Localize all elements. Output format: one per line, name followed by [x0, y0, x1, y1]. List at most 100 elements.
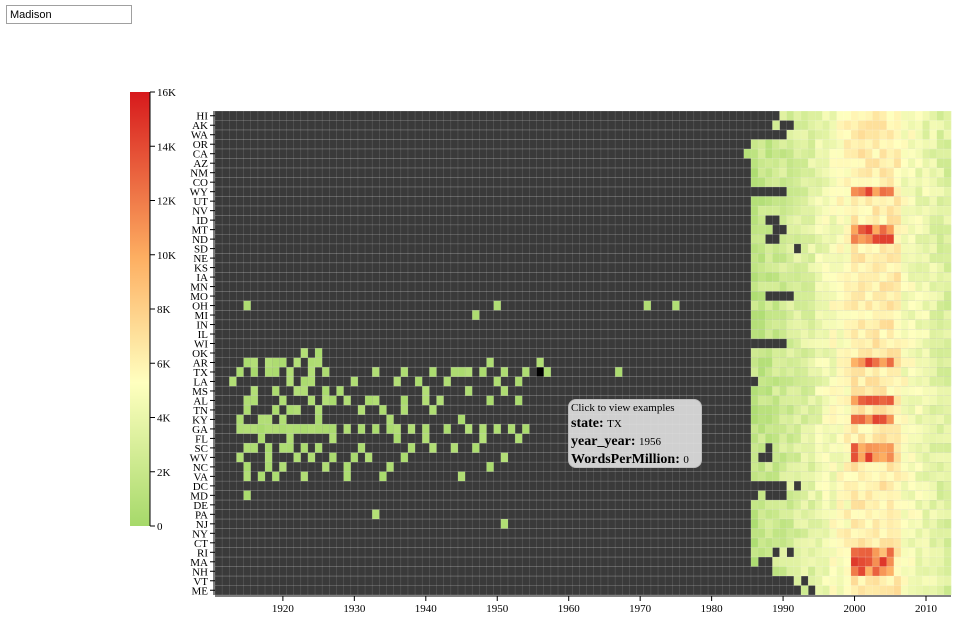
heat-cell[interactable] [822, 262, 830, 273]
heat-cell[interactable] [808, 167, 816, 178]
heat-cell[interactable] [886, 405, 895, 415]
heat-cell[interactable] [800, 234, 809, 244]
heat-cell[interactable] [779, 547, 787, 558]
heat-cell[interactable] [936, 452, 945, 463]
heat-cell[interactable] [772, 405, 780, 415]
heat-cell[interactable] [843, 243, 852, 254]
heat-cell[interactable] [772, 357, 780, 368]
heat-cell[interactable] [843, 538, 852, 548]
heat-cell[interactable] [943, 490, 952, 501]
heat-cell[interactable] [850, 196, 859, 206]
heat-cell[interactable] [929, 519, 938, 529]
heat-cell[interactable] [865, 395, 873, 406]
heat-cell[interactable] [879, 585, 887, 595]
heat-cell[interactable] [858, 528, 866, 539]
heat-cell[interactable] [493, 300, 501, 311]
heat-cell[interactable] [822, 167, 830, 178]
heat-cell[interactable] [922, 281, 930, 292]
heat-cell[interactable] [879, 433, 887, 444]
heat-cell[interactable] [836, 167, 845, 178]
heat-cell[interactable] [772, 471, 780, 482]
heat-cell[interactable] [929, 234, 938, 244]
heat-cell[interactable] [758, 386, 766, 396]
heat-cell[interactable] [793, 272, 802, 282]
heat-cell[interactable] [915, 319, 923, 330]
heat-cell[interactable] [908, 509, 916, 520]
heat-cell[interactable] [908, 424, 916, 434]
heat-cell[interactable] [908, 224, 916, 235]
heat-cell[interactable] [786, 329, 795, 339]
heat-cell[interactable] [943, 433, 952, 444]
heat-cell[interactable] [786, 471, 795, 482]
heat-cell[interactable] [829, 481, 837, 491]
heat-cell[interactable] [322, 386, 330, 396]
heat-cell[interactable] [922, 471, 930, 482]
heat-cell[interactable] [858, 424, 866, 434]
heat-cell[interactable] [743, 148, 752, 159]
heat-cell[interactable] [750, 509, 759, 520]
heat-cell[interactable] [800, 462, 809, 472]
heat-cell[interactable] [522, 424, 530, 434]
heat-cell[interactable] [858, 272, 866, 282]
heat-cell[interactable] [815, 281, 823, 292]
heat-cell[interactable] [893, 386, 902, 396]
heat-cell[interactable] [936, 405, 945, 415]
heat-cell[interactable] [943, 585, 952, 595]
heat-cell[interactable] [915, 519, 923, 529]
heat-cell[interactable] [915, 120, 923, 130]
heat-cell[interactable] [908, 386, 916, 396]
heat-cell[interactable] [808, 547, 816, 558]
heat-cell[interactable] [900, 111, 909, 121]
heat-cell[interactable] [879, 310, 887, 320]
heat-cell[interactable] [908, 348, 916, 358]
heat-cell[interactable] [929, 538, 938, 548]
heat-cell[interactable] [943, 528, 952, 539]
heat-cell[interactable] [922, 272, 930, 282]
heat-cell[interactable] [865, 205, 873, 216]
heat-cell[interactable] [893, 186, 902, 197]
heat-cell[interactable] [850, 585, 859, 595]
heat-cell[interactable] [893, 367, 902, 377]
heat-cell[interactable] [879, 471, 887, 482]
heat-cell[interactable] [772, 452, 780, 463]
heat-cell[interactable] [915, 234, 923, 244]
heat-cell[interactable] [865, 357, 873, 368]
heat-cell[interactable] [943, 395, 952, 406]
heat-cell[interactable] [943, 576, 952, 586]
heat-cell[interactable] [822, 462, 830, 472]
heat-cell[interactable] [843, 281, 852, 292]
heat-cell[interactable] [858, 291, 866, 301]
heat-cell[interactable] [929, 338, 938, 349]
heat-cell[interactable] [800, 310, 809, 320]
heat-cell[interactable] [872, 414, 880, 425]
heat-cell[interactable] [850, 148, 859, 159]
heat-cell[interactable] [786, 215, 795, 225]
heat-cell[interactable] [872, 376, 880, 387]
heat-cell[interactable] [929, 367, 938, 377]
heat-cell[interactable] [822, 405, 830, 415]
heat-cell[interactable] [858, 462, 866, 472]
heat-cell[interactable] [943, 310, 952, 320]
heat-cell[interactable] [858, 196, 866, 206]
heat-cell[interactable] [765, 329, 773, 339]
heat-cell[interactable] [872, 186, 880, 197]
heat-cell[interactable] [750, 500, 759, 510]
heat-cell[interactable] [836, 386, 845, 396]
heat-cell[interactable] [800, 120, 809, 130]
heat-cell[interactable] [772, 205, 780, 216]
heat-cell[interactable] [872, 272, 880, 282]
heat-cell[interactable] [943, 111, 952, 121]
heat-cell[interactable] [822, 424, 830, 434]
heat-cell[interactable] [943, 215, 952, 225]
heat-cell[interactable] [929, 414, 938, 425]
heat-cell[interactable] [843, 319, 852, 330]
heat-cell[interactable] [829, 215, 837, 225]
heat-cell[interactable] [322, 424, 330, 434]
heat-cell[interactable] [772, 424, 780, 434]
heat-cell[interactable] [908, 300, 916, 311]
heat-cell[interactable] [879, 500, 887, 510]
heat-cell[interactable] [758, 281, 766, 292]
heat-cell[interactable] [900, 405, 909, 415]
heat-cell[interactable] [886, 395, 895, 406]
heat-cell[interactable] [915, 395, 923, 406]
